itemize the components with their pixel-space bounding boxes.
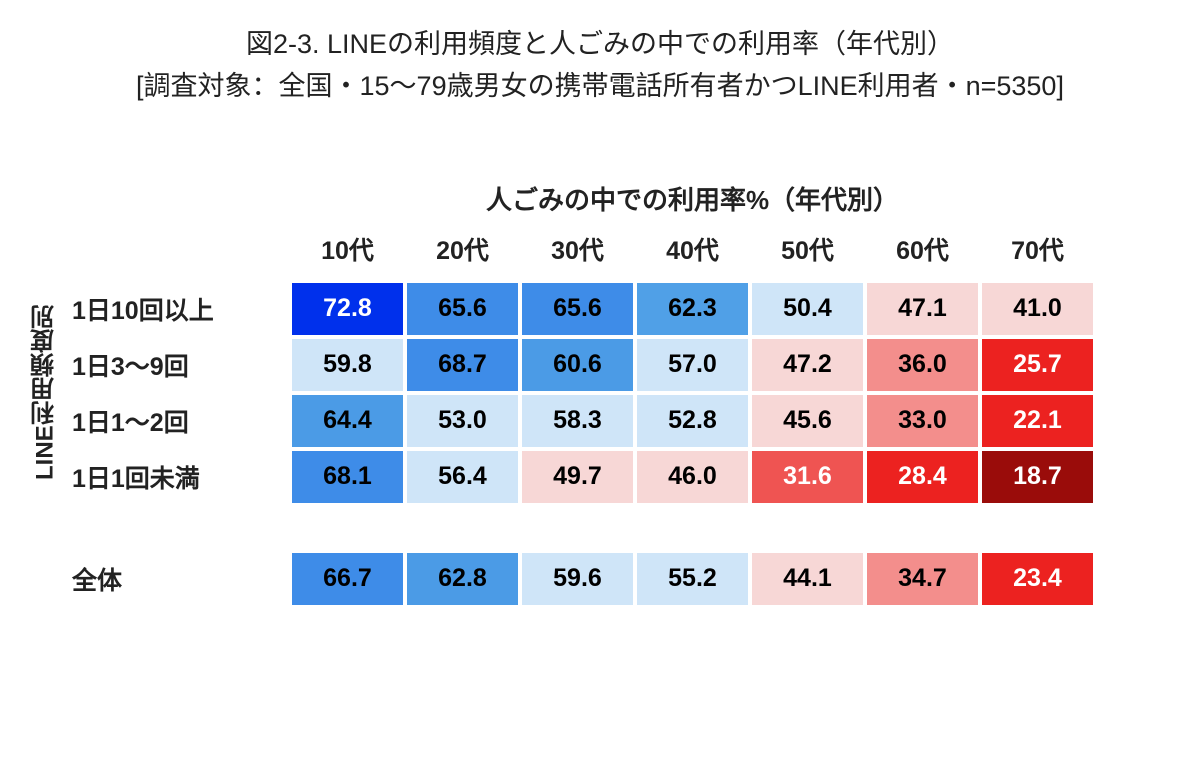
heatmap-cell: 58.3 — [521, 394, 634, 448]
page-root: 図2-3. LINEの利用頻度と人ごみの中での利用率（年代別） [調査対象：全国… — [0, 0, 1200, 607]
row-header: 1日1〜2回 — [70, 403, 290, 439]
heatmap-cell: 60.6 — [521, 338, 634, 392]
heatmap-cell: 28.4 — [866, 450, 979, 504]
heatmap-cell: 47.1 — [866, 282, 979, 336]
heatmap-cell: 36.0 — [866, 338, 979, 392]
heatmap-cell-total: 59.6 — [521, 552, 634, 606]
row-axis-title: LINE利用頻度別 — [20, 281, 70, 505]
heatmap-cell: 25.7 — [981, 338, 1094, 392]
heatmap-cell: 72.8 — [291, 282, 404, 336]
heatmap-cell-total: 62.8 — [406, 552, 519, 606]
heatmap-grid: 人ごみの中での利用率%（年代別）10代20代30代40代50代60代70代 LIN… — [20, 180, 1180, 607]
row-header: 1日10回以上 — [70, 291, 290, 327]
heatmap-cell: 41.0 — [981, 282, 1094, 336]
heatmap-cell: 50.4 — [751, 282, 864, 336]
column-header: 70代 — [980, 221, 1095, 281]
title-block: 図2-3. LINEの利用頻度と人ごみの中での利用率（年代別） [調査対象：全国… — [20, 24, 1180, 108]
heatmap-cell: 68.1 — [291, 450, 404, 504]
heatmap-cell: 47.2 — [751, 338, 864, 392]
column-header: 50代 — [750, 221, 865, 281]
heatmap-cell: 65.6 — [521, 282, 634, 336]
heatmap-cell-total: 55.2 — [636, 552, 749, 606]
heatmap-cell: 52.8 — [636, 394, 749, 448]
heatmap-cell: 57.0 — [636, 338, 749, 392]
heatmap-cell-total: 23.4 — [981, 552, 1094, 606]
heatmap-cell: 18.7 — [981, 450, 1094, 504]
column-header: 40代 — [635, 221, 750, 281]
column-header: 60代 — [865, 221, 980, 281]
figure-subtitle: [調査対象：全国・15〜79歳男女の携帯電話所有者かつLINE利用者・n=535… — [20, 66, 1180, 108]
heatmap-cell: 53.0 — [406, 394, 519, 448]
heatmap-cell: 31.6 — [751, 450, 864, 504]
heatmap-cell: 45.6 — [751, 394, 864, 448]
heatmap-cell: 22.1 — [981, 394, 1094, 448]
column-header: 30代 — [520, 221, 635, 281]
heatmap-cell: 46.0 — [636, 450, 749, 504]
heatmap-cell-total: 66.7 — [291, 552, 404, 606]
heatmap-cell: 56.4 — [406, 450, 519, 504]
heatmap-cell: 62.3 — [636, 282, 749, 336]
column-header: 20代 — [405, 221, 520, 281]
heatmap-cell: 49.7 — [521, 450, 634, 504]
heatmap-cell-total: 44.1 — [751, 552, 864, 606]
heatmap-cell: 65.6 — [406, 282, 519, 336]
row-gap — [20, 505, 1095, 551]
heatmap-cell: 33.0 — [866, 394, 979, 448]
heatmap-cell-total: 34.7 — [866, 552, 979, 606]
heatmap-cell: 64.4 — [291, 394, 404, 448]
heatmap-cell: 68.7 — [406, 338, 519, 392]
row-header: 1日1回未満 — [70, 459, 290, 495]
heatmap-figure: 人ごみの中での利用率%（年代別）10代20代30代40代50代60代70代 LIN… — [20, 180, 1180, 607]
row-header: 1日3〜9回 — [70, 347, 290, 383]
column-axis-title: 人ごみの中での利用率%（年代別） — [290, 180, 1095, 221]
figure-title: 図2-3. LINEの利用頻度と人ごみの中での利用率（年代別） — [20, 24, 1180, 66]
column-header: 10代 — [290, 221, 405, 281]
heatmap-cell: 59.8 — [291, 338, 404, 392]
row-header-total: 全体 — [70, 561, 290, 597]
